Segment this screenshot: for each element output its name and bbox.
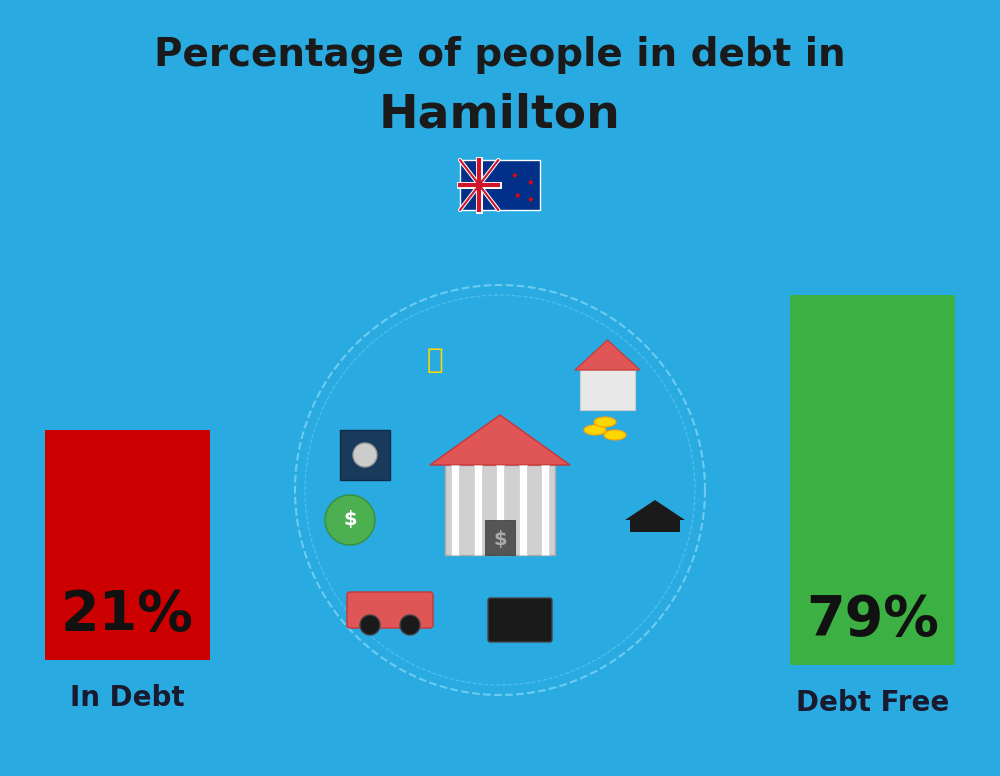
Circle shape [297, 287, 703, 693]
Text: ★: ★ [527, 178, 534, 187]
Text: ★: ★ [527, 195, 534, 203]
FancyBboxPatch shape [460, 160, 540, 210]
FancyBboxPatch shape [340, 430, 390, 480]
Text: 🔱: 🔱 [427, 346, 443, 374]
Text: Hamilton: Hamilton [379, 92, 621, 137]
FancyBboxPatch shape [790, 295, 955, 665]
Polygon shape [625, 500, 685, 520]
Text: $: $ [493, 531, 507, 549]
FancyBboxPatch shape [488, 598, 552, 642]
FancyBboxPatch shape [474, 465, 482, 555]
FancyBboxPatch shape [541, 465, 549, 555]
FancyBboxPatch shape [460, 160, 540, 210]
FancyBboxPatch shape [496, 465, 504, 555]
Ellipse shape [584, 425, 606, 435]
FancyBboxPatch shape [630, 520, 680, 532]
FancyBboxPatch shape [518, 465, 526, 555]
Text: ★: ★ [511, 171, 518, 179]
Text: Debt Free: Debt Free [796, 689, 949, 717]
FancyBboxPatch shape [347, 592, 433, 628]
Polygon shape [575, 340, 640, 370]
Text: $: $ [343, 511, 357, 529]
Text: In Debt: In Debt [70, 684, 185, 712]
Text: Percentage of people in debt in: Percentage of people in debt in [154, 36, 846, 74]
FancyBboxPatch shape [451, 465, 459, 555]
Ellipse shape [594, 417, 616, 427]
Polygon shape [430, 415, 570, 465]
Circle shape [400, 615, 420, 635]
Ellipse shape [604, 430, 626, 440]
Text: 21%: 21% [61, 588, 194, 642]
Circle shape [353, 443, 377, 467]
FancyBboxPatch shape [485, 520, 515, 555]
FancyBboxPatch shape [445, 465, 555, 555]
FancyBboxPatch shape [45, 430, 210, 660]
Circle shape [360, 615, 380, 635]
Text: 79%: 79% [806, 593, 939, 647]
Text: ★: ★ [514, 190, 521, 199]
Circle shape [325, 495, 375, 545]
FancyBboxPatch shape [580, 370, 635, 410]
